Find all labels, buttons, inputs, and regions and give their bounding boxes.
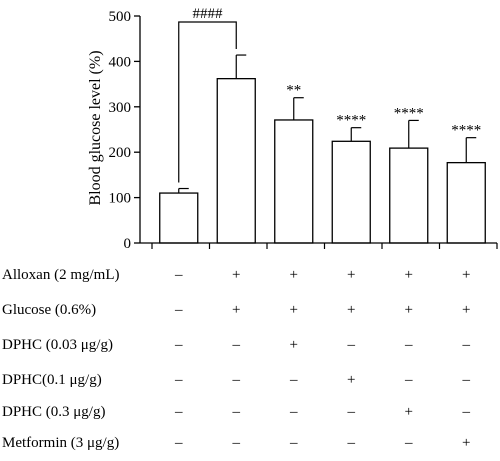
- treatment-sign: –: [232, 337, 241, 353]
- y-tick-label: 400: [109, 54, 132, 70]
- treatment-sign: –: [290, 372, 298, 388]
- treatment-sign: –: [347, 404, 356, 420]
- treatment-sign: +: [289, 302, 298, 318]
- treatment-sign: –: [290, 404, 298, 420]
- treatment-label: DPHC (0.03 μg/g): [2, 337, 113, 353]
- treatment-sign: –: [462, 337, 471, 353]
- bar: [331, 140, 371, 244]
- significance-label: ****: [394, 105, 424, 121]
- treatment-sign: –: [232, 435, 241, 451]
- treatment-label: DPHC (0.3 μg/g): [2, 404, 106, 420]
- treatment-sign: –: [462, 372, 471, 388]
- bar: [274, 119, 314, 244]
- bar: [389, 147, 429, 244]
- y-tick-label: 0: [124, 236, 132, 252]
- y-tick-label: 500: [109, 9, 132, 25]
- treatment-sign: +: [347, 372, 356, 388]
- treatment-sign: –: [347, 337, 356, 353]
- treatment-sign: –: [175, 337, 183, 353]
- treatment-label: Metformin (3 μg/g): [2, 435, 120, 451]
- treatment-sign: +: [289, 337, 298, 353]
- treatment-sign: –: [290, 435, 298, 451]
- treatment-sign: +: [232, 302, 241, 318]
- treatment-sign: –: [232, 372, 241, 388]
- treatment-sign: +: [404, 267, 413, 283]
- bar: [446, 161, 486, 244]
- treatment-label: Glucose (0.6%): [2, 302, 97, 318]
- treatment-label: DPHC(0.1 μg/g): [2, 372, 102, 388]
- y-tick-label: 300: [109, 100, 132, 116]
- treatment-sign: +: [462, 302, 471, 318]
- treatment-sign: –: [175, 267, 183, 283]
- treatment-sign: +: [404, 302, 413, 318]
- significance-label: ****: [451, 123, 481, 139]
- treatment-sign: +: [462, 267, 471, 283]
- treatment-sign: +: [404, 404, 413, 420]
- treatment-sign: –: [405, 372, 413, 388]
- treatment-label: Alloxan (2 mg/mL): [2, 267, 120, 283]
- treatment-sign: –: [175, 435, 183, 451]
- treatment-sign: –: [405, 337, 413, 353]
- treatment-sign: –: [175, 302, 183, 318]
- bracket-label: ####: [193, 6, 224, 22]
- treatment-sign: +: [347, 302, 356, 318]
- y-axis-label: Blood glucose level (%): [87, 50, 104, 205]
- significance-bracket: [178, 21, 237, 183]
- bar: [159, 192, 199, 244]
- significance-label: **: [286, 83, 301, 99]
- treatment-sign: –: [175, 372, 183, 388]
- y-tick-label: 100: [109, 191, 132, 207]
- treatment-sign: –: [405, 435, 413, 451]
- treatment-sign: +: [347, 267, 356, 283]
- y-tick-label: 200: [109, 145, 132, 161]
- bar: [216, 78, 256, 244]
- treatment-sign: –: [462, 404, 471, 420]
- treatment-sign: +: [289, 267, 298, 283]
- treatment-sign: +: [232, 267, 241, 283]
- treatment-sign: –: [232, 404, 241, 420]
- treatment-sign: +: [462, 435, 471, 451]
- treatment-sign: –: [347, 435, 356, 451]
- treatment-sign: –: [175, 404, 183, 420]
- significance-label: ****: [336, 113, 366, 129]
